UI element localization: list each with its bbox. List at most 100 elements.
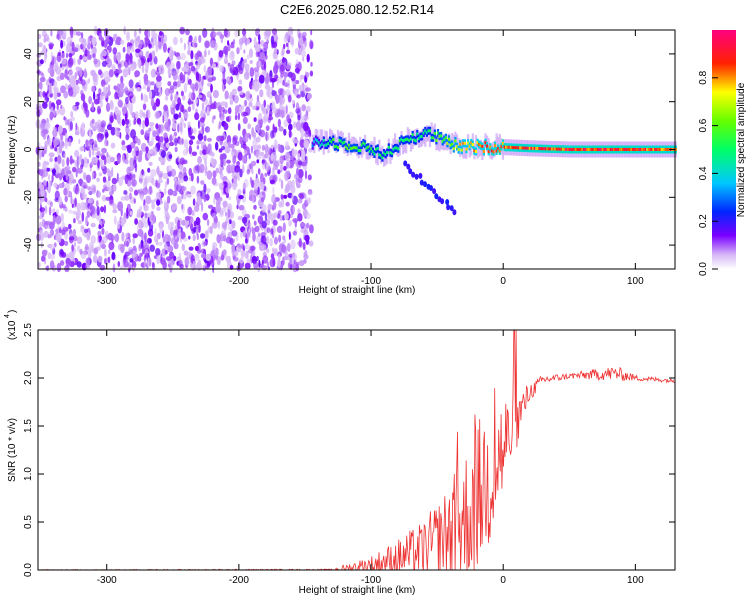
noise-speckle (44, 55, 47, 64)
noise-speckle (112, 209, 118, 214)
noise-speckle (101, 60, 107, 67)
noise-speckle (120, 39, 125, 45)
noise-speckle (303, 159, 308, 166)
noise-speckle (281, 197, 285, 208)
ridge-tail (440, 198, 445, 205)
noise-speckle (254, 75, 258, 82)
noise-speckle (133, 30, 137, 38)
ridge-core (532, 146, 535, 150)
noise-speckle (219, 65, 224, 73)
noise-speckle (302, 203, 307, 210)
noise-speckle (108, 241, 115, 251)
noise-speckle (169, 141, 175, 147)
noise-speckle (187, 206, 193, 216)
noise-speckle (198, 35, 202, 43)
noise-speckle (101, 155, 106, 161)
noise-speckle (70, 75, 76, 86)
noise-speckle (179, 37, 183, 44)
noise-speckle (80, 186, 84, 194)
noise-speckle (309, 224, 314, 234)
noise-speckle (283, 43, 286, 49)
noise-speckle (247, 123, 251, 130)
noise-speckle (155, 111, 162, 119)
ridge-core (595, 148, 598, 151)
noise-speckle (129, 258, 134, 263)
ridge-halo (382, 150, 386, 167)
noise-speckle (108, 199, 115, 206)
noise-speckle (265, 131, 268, 142)
noise-speckle (257, 168, 261, 175)
spectrogram-y-ticks: -40 -20 0 20 40 (23, 48, 675, 252)
noise-speckle (106, 151, 109, 158)
ridge-core (543, 147, 546, 151)
noise-speckle (87, 54, 92, 60)
noise-speckle (163, 104, 168, 112)
noise-speckle (177, 123, 180, 133)
noise-speckle (65, 257, 71, 268)
noise-speckle (228, 257, 231, 265)
noise-speckle (287, 26, 294, 36)
ridge-core (517, 146, 520, 150)
ridge-core (511, 146, 514, 149)
ridge-tail (452, 209, 457, 216)
noise-speckle (100, 120, 107, 128)
noise-speckle (194, 42, 198, 48)
ridge-core (603, 148, 606, 151)
ridge-core (341, 141, 344, 145)
noise-speckle (247, 232, 250, 237)
noise-speckle (285, 64, 292, 70)
x-tick-label: 100 (627, 276, 644, 287)
ridge-halo (321, 129, 324, 146)
noise-speckle (84, 49, 90, 56)
ridge-core (644, 148, 647, 151)
noise-speckle (81, 225, 84, 230)
noise-speckle (216, 256, 221, 266)
noise-speckle (125, 240, 129, 248)
noise-speckle (96, 236, 100, 244)
noise-speckle (58, 172, 63, 181)
ridge-core (611, 148, 614, 151)
x-tick-label: -300 (97, 575, 117, 586)
noise-speckle (68, 223, 72, 230)
noise-speckle (37, 33, 42, 40)
noise-speckle (257, 215, 264, 225)
noise-speckle (295, 63, 300, 70)
ridge-halo (359, 136, 362, 153)
noise-speckle (177, 231, 182, 238)
noise-speckle (167, 188, 174, 196)
noise-speckle (260, 151, 264, 156)
ridge-tail (408, 168, 413, 175)
noise-speckle (178, 179, 181, 186)
noise-speckle (219, 153, 224, 162)
noise-speckle (141, 55, 147, 64)
noise-speckle (51, 174, 54, 183)
noise-speckle (52, 126, 58, 131)
noise-speckle (227, 62, 231, 67)
noise-speckle (286, 79, 291, 89)
ridge-core (435, 139, 438, 142)
noise-speckle (44, 122, 51, 130)
noise-speckle (160, 160, 165, 166)
noise-speckle (191, 228, 196, 234)
noise-speckle (107, 90, 112, 96)
noise-speckle (98, 69, 102, 76)
x-tick-label: 0 (500, 276, 506, 287)
noise-speckle (123, 190, 128, 195)
noise-speckle (59, 106, 66, 116)
noise-speckle (275, 94, 280, 104)
noise-speckle (110, 142, 116, 149)
ridge-core (438, 134, 441, 138)
noise-speckle (63, 153, 66, 159)
noise-speckle (259, 89, 264, 98)
noise-speckle (101, 195, 107, 202)
noise-speckle (120, 216, 127, 225)
noise-speckle (192, 198, 196, 206)
noise-speckle (242, 28, 247, 36)
snr-multiplier-close: ) (7, 310, 18, 313)
ridge-core (652, 148, 655, 151)
ridge-tail (403, 160, 408, 167)
ridge-core (513, 146, 516, 150)
ridge-core (338, 138, 341, 142)
noise-speckle (179, 157, 185, 165)
noise-speckle (63, 116, 66, 121)
